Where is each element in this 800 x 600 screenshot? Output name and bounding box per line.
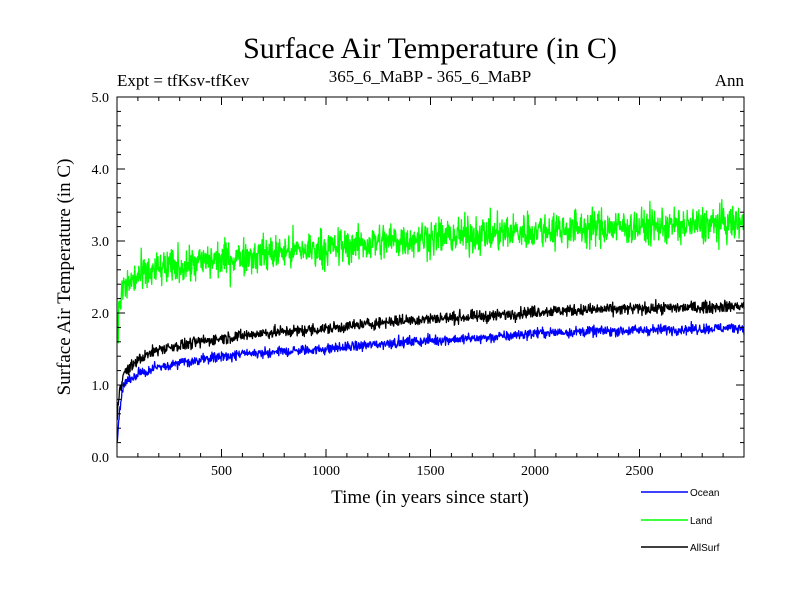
legend-label-land: Land	[690, 516, 712, 527]
x-tick-label: 2000	[521, 464, 549, 479]
chart-title: Surface Air Temperature (in C)	[243, 32, 617, 65]
x-tick-label: 2500	[626, 464, 654, 479]
legend-label-ocean: Ocean	[690, 488, 719, 499]
y-tick-label: 5.0	[92, 91, 110, 106]
x-tick-label: 1000	[312, 464, 340, 479]
legend: Ocean Land AllSurf	[641, 488, 720, 554]
series-line-allsurf	[116, 298, 745, 420]
plot-frame	[116, 96, 745, 458]
y-tick-label: 2.0	[92, 307, 110, 322]
chart-subtitle-center: 365_6_MaBP - 365_6_MaBP	[329, 67, 531, 86]
chart-subtitle-right: Ann	[715, 71, 745, 90]
x-tick-label: 500	[211, 464, 232, 479]
y-tick-label: 1.0	[92, 379, 110, 394]
axes-layer: 500 1000 1500 2000 2500 0.0 1.0 2.0 3.0 4.0 5.0	[92, 91, 745, 479]
y-tick-label: 3.0	[92, 235, 110, 250]
legend-label-allsurf: AllSurf	[690, 543, 720, 554]
y-axis-label: Surface Air Temperature (in C)	[54, 159, 75, 396]
y-tick-label: 4.0	[92, 163, 110, 178]
y-tick-label: 0.0	[92, 451, 110, 466]
series-line-ocean	[116, 321, 745, 443]
x-tick-label: 1500	[417, 464, 445, 479]
chart-subtitle-left: Expt = tfKsv-tfKev	[117, 71, 250, 90]
series-layer	[116, 198, 745, 443]
series-line-land	[116, 198, 745, 344]
x-axis-label: Time (in years since start)	[331, 487, 529, 508]
